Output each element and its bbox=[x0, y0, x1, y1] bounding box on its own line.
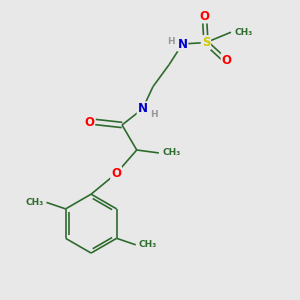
Text: N: N bbox=[177, 38, 188, 50]
Text: N: N bbox=[138, 102, 148, 115]
Text: H: H bbox=[150, 110, 158, 118]
Text: CH₃: CH₃ bbox=[235, 28, 253, 37]
Text: S: S bbox=[202, 36, 210, 49]
Text: H: H bbox=[167, 37, 175, 46]
Text: O: O bbox=[84, 116, 94, 128]
Text: O: O bbox=[200, 10, 209, 22]
Text: CH₃: CH₃ bbox=[139, 240, 157, 249]
Text: O: O bbox=[111, 167, 121, 180]
Text: O: O bbox=[222, 54, 232, 67]
Text: CH₃: CH₃ bbox=[162, 148, 181, 158]
Text: CH₃: CH₃ bbox=[25, 198, 44, 207]
